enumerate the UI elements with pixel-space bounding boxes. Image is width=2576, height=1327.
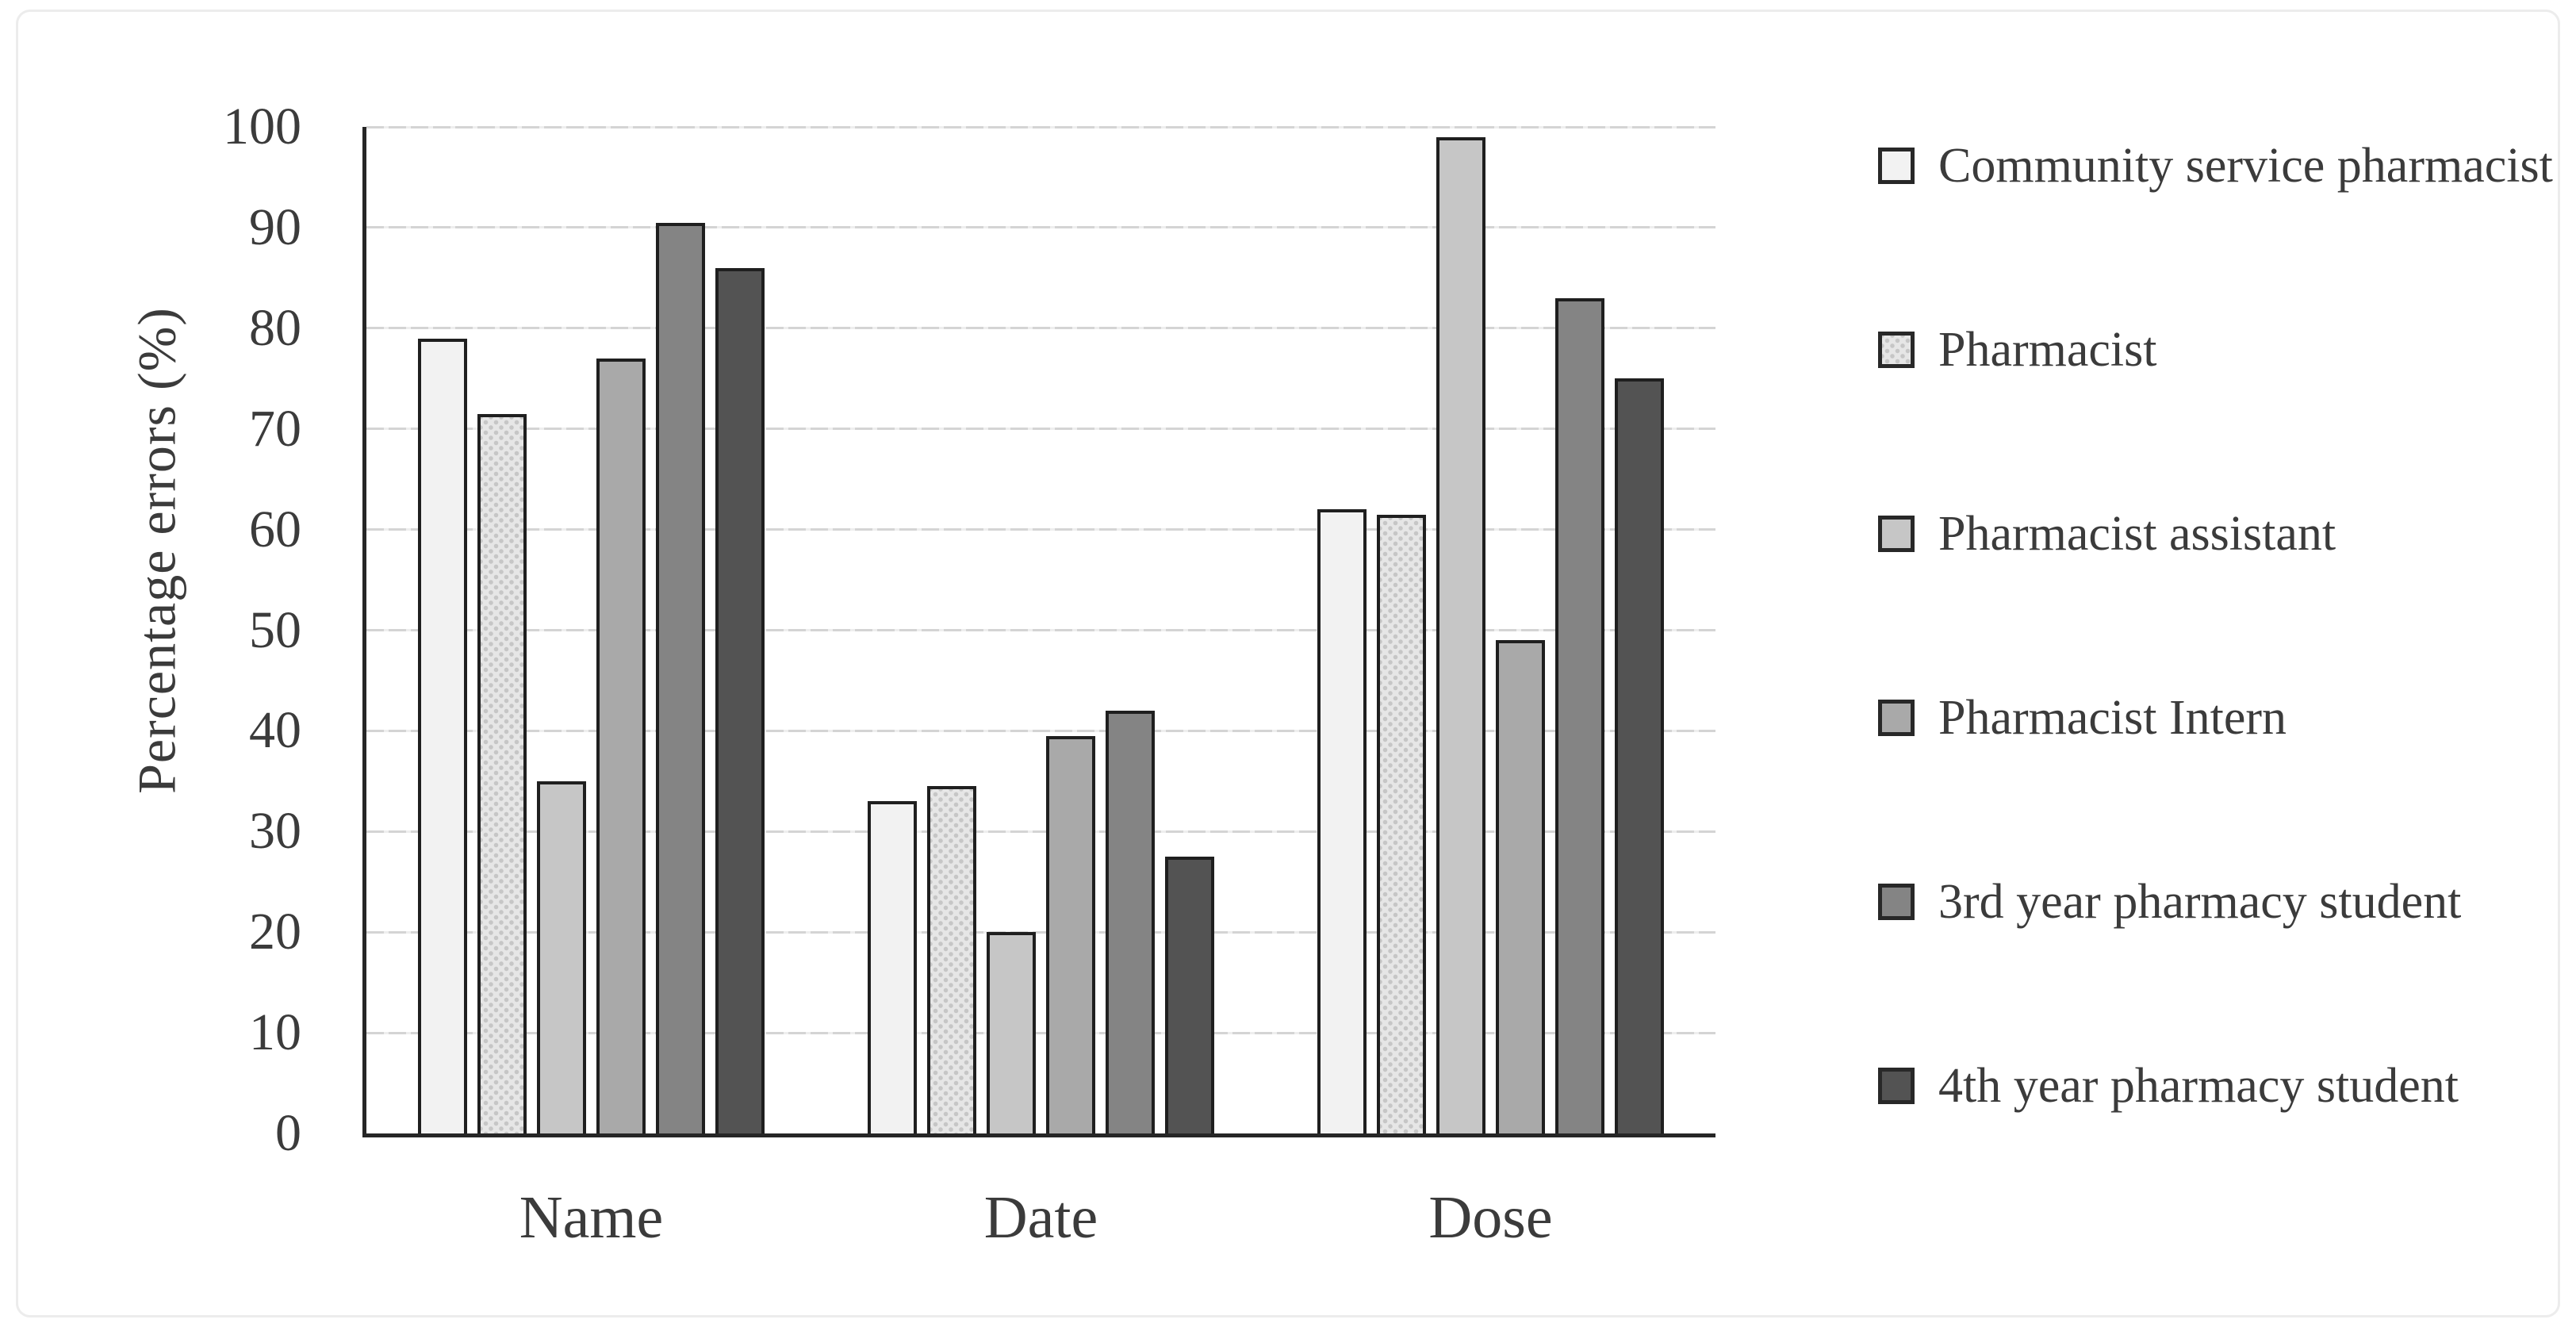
x-axis-label-dose: Dose — [1428, 1184, 1553, 1251]
gridline-10 — [366, 1031, 1715, 1034]
bar-name-pharmacist-intern — [596, 358, 646, 1133]
legend-entry-pharmacist-assistant: Pharmacist assistant — [1878, 507, 2336, 561]
x-axis-label-date: Date — [983, 1184, 1098, 1251]
legend-label: 4th year pharmacy student — [1938, 1058, 2459, 1113]
x-axis-label-name: Name — [519, 1184, 664, 1251]
gridline-100 — [366, 125, 1715, 128]
y-tick-label-60: 60 — [249, 500, 301, 558]
legend-entry-community-service-pharmacist: Community service pharmacist — [1878, 139, 2553, 193]
legend-swatch-icon — [1878, 884, 1915, 920]
gridline-80 — [366, 327, 1715, 330]
y-tick-label-0: 0 — [275, 1104, 301, 1162]
y-tick-label-70: 70 — [249, 399, 301, 458]
bar-dose-pharmacist-assistant — [1436, 136, 1485, 1133]
gridline-90 — [366, 226, 1715, 229]
bar-name-pharmacist-assistant — [537, 780, 586, 1133]
bar-name-community-service-pharmacist — [418, 338, 467, 1133]
bar-date-4th-year-pharmacy-student — [1165, 857, 1214, 1133]
bar-name-pharmacist — [477, 413, 527, 1133]
bar-name-4th-year-pharmacy-student — [715, 267, 765, 1133]
gridline-20 — [366, 930, 1715, 934]
legend-label: Pharmacist Intern — [1938, 690, 2287, 745]
y-tick-label-90: 90 — [249, 198, 301, 256]
y-tick-label-50: 50 — [249, 600, 301, 659]
bar-dose-pharmacist — [1377, 514, 1426, 1133]
legend-label: Pharmacist assistant — [1938, 506, 2336, 561]
y-tick-label-20: 20 — [249, 903, 301, 961]
bar-group-date — [816, 127, 1266, 1133]
legend-label: 3rd year pharmacy student — [1938, 874, 2462, 929]
bar-name-3rd-year-pharmacy-student — [656, 222, 705, 1133]
legend-label: Community service pharmacist — [1938, 138, 2553, 193]
legend-entry-pharmacist-intern: Pharmacist Intern — [1878, 691, 2287, 745]
legend-entry-4th-year-pharmacy-student: 4th year pharmacy student — [1878, 1059, 2459, 1113]
bar-dose-pharmacist-intern — [1496, 640, 1545, 1133]
legend-swatch-icon — [1878, 332, 1915, 368]
y-tick-label-100: 100 — [223, 98, 301, 155]
bar-date-pharmacist-intern — [1046, 735, 1095, 1133]
gridline-60 — [366, 528, 1715, 531]
gridline-50 — [366, 629, 1715, 631]
plot-area — [362, 125, 1715, 1137]
bar-dose-community-service-pharmacist — [1317, 509, 1367, 1133]
bar-date-pharmacist-assistant — [987, 932, 1036, 1133]
bar-group-dose — [1266, 127, 1715, 1133]
y-tick-label-10: 10 — [249, 1003, 301, 1062]
legend-swatch-icon — [1878, 516, 1915, 552]
bar-date-3rd-year-pharmacy-student — [1106, 711, 1155, 1133]
bar-date-pharmacist — [927, 786, 976, 1133]
y-tick-label-40: 40 — [249, 701, 301, 760]
y-axis-line — [362, 127, 366, 1137]
x-axis-line — [362, 1133, 1715, 1137]
bar-group-name — [366, 127, 816, 1133]
bar-dose-3rd-year-pharmacy-student — [1555, 297, 1604, 1133]
gridline-70 — [366, 428, 1715, 431]
legend-swatch-icon — [1878, 148, 1915, 184]
bar-date-community-service-pharmacist — [868, 801, 917, 1133]
y-tick-label-30: 30 — [249, 802, 301, 861]
legend-entry-3rd-year-pharmacy-student: 3rd year pharmacy student — [1878, 875, 2461, 929]
gridline-40 — [366, 729, 1715, 732]
legend-swatch-icon — [1878, 700, 1915, 736]
legend-entry-pharmacist: Pharmacist — [1878, 323, 2157, 377]
bar-dose-4th-year-pharmacy-student — [1615, 378, 1664, 1133]
legend-label: Pharmacist — [1938, 322, 2157, 377]
legend-swatch-icon — [1878, 1068, 1915, 1104]
y-tick-label-80: 80 — [249, 298, 301, 357]
gridline-30 — [366, 830, 1715, 833]
